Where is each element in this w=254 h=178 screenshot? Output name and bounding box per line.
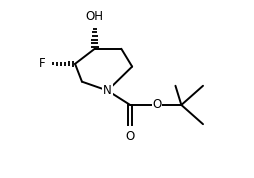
Text: O: O [152, 98, 161, 111]
Text: OH: OH [86, 10, 104, 23]
Text: F: F [39, 57, 45, 70]
Text: N: N [103, 84, 112, 97]
Text: O: O [125, 130, 135, 143]
